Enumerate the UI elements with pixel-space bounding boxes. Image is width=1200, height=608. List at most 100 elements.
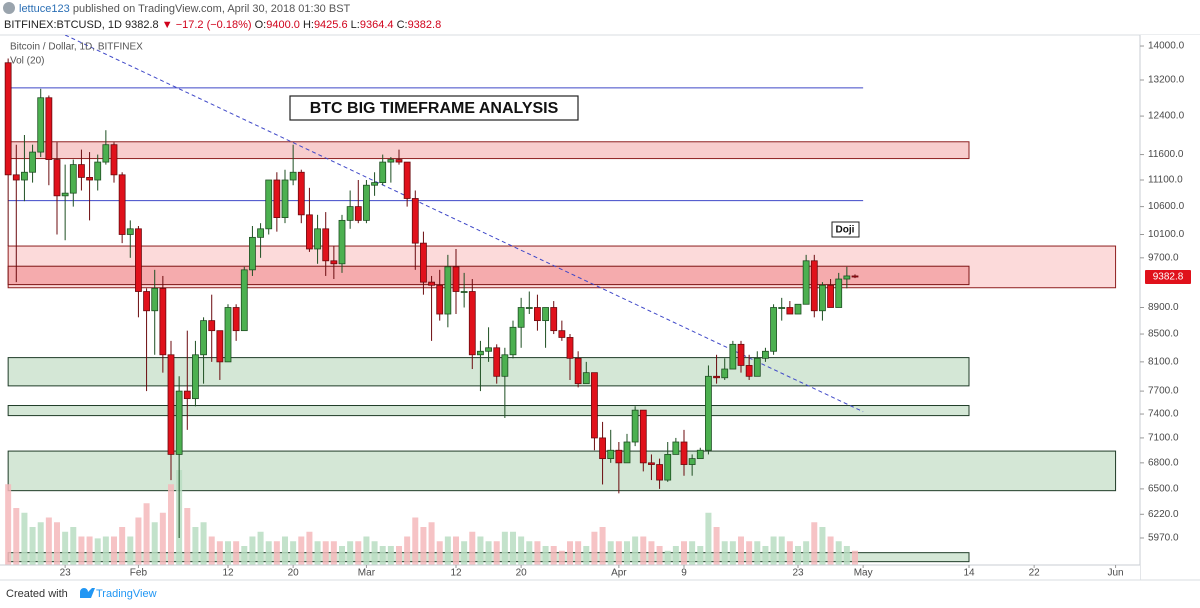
volume-bar: [208, 536, 215, 565]
price: 9382.8: [125, 19, 159, 31]
volume-bar: [159, 512, 166, 565]
candle-body: [118, 174, 126, 235]
volume-bar: [404, 536, 411, 565]
zone: [7, 141, 970, 160]
volume-bar: [135, 517, 142, 565]
candle-body: [835, 278, 843, 308]
volume-bar: [282, 536, 288, 565]
y-tick-label: 6800.0: [1148, 457, 1179, 468]
candle-body: [705, 375, 712, 451]
symbol-line: BITFINEX:BTCUSD, 1D 9382.8 ▼ −17.2 (−0.1…: [4, 19, 441, 31]
volume-bar: [273, 541, 280, 565]
brand[interactable]: TradingView: [96, 588, 157, 600]
volume-bar: [45, 517, 52, 565]
candle-body: [403, 161, 411, 199]
author[interactable]: lettuce123: [19, 3, 70, 15]
candle-body: [29, 151, 36, 173]
candle-body: [151, 287, 159, 312]
x-tick-label: Mar: [358, 568, 376, 579]
footer-text: Created with: [6, 588, 68, 600]
candle-body: [411, 198, 419, 244]
volume-bar: [746, 541, 753, 565]
volume-bar: [192, 527, 199, 565]
last-price-tag: [1145, 270, 1191, 285]
candle-body: [167, 354, 175, 455]
candle-body: [281, 179, 289, 219]
volume-bar: [672, 546, 679, 565]
candle-body: [525, 307, 533, 309]
volume-bar: [225, 541, 231, 565]
price-axis: [1140, 35, 1200, 580]
candle-body: [183, 390, 191, 400]
volume-bar: [469, 531, 476, 565]
candle-body: [363, 184, 370, 221]
candle-body: [330, 260, 338, 265]
volume-bar: [778, 536, 785, 565]
candle-body: [534, 307, 541, 322]
volume-bar: [143, 503, 150, 565]
volume-bar: [485, 541, 492, 565]
y-tick-label: 11600.0: [1148, 149, 1184, 160]
volume-bar: [444, 536, 451, 565]
volume-bar: [412, 517, 419, 565]
y-tick-label: 7400.0: [1148, 409, 1179, 420]
volume-bar: [200, 522, 207, 565]
volume-bar: [795, 546, 801, 565]
volume-bar: [819, 527, 826, 565]
volume-bar: [770, 536, 777, 565]
candle-body: [778, 307, 786, 309]
candle-body: [200, 320, 207, 356]
x-tick-label: 22: [1029, 568, 1041, 579]
candle-body: [444, 266, 452, 315]
candle-body: [224, 307, 232, 363]
candle-body: [770, 307, 777, 352]
volume-bar: [428, 522, 435, 565]
candle-body: [192, 354, 199, 400]
volume-bar: [314, 541, 321, 565]
volume-bar: [583, 546, 590, 565]
candle-body: [395, 159, 403, 163]
candle-body: [306, 214, 313, 250]
candle-body: [208, 320, 216, 332]
candle-body: [762, 350, 769, 359]
candle-body: [672, 441, 680, 455]
y-tick-label: 6500.0: [1148, 484, 1179, 495]
y-tick-label: 10100.0: [1148, 229, 1185, 240]
candle-body: [664, 454, 672, 481]
volume-bar: [738, 536, 744, 565]
volume-bar: [510, 531, 516, 565]
candle-body: [656, 464, 663, 481]
volume-bar: [363, 536, 370, 565]
candle-body: [232, 307, 240, 332]
volume-bar: [339, 546, 345, 565]
axes: 5970.0 6220.0 6500.0 6800.0 7100.0 7400.0 7700…: [60, 41, 1191, 579]
zone: [7, 265, 970, 286]
candle-body: [102, 144, 110, 163]
y-tick-label: 9700.0: [1148, 252, 1179, 263]
x-tick-label: 20: [516, 568, 528, 579]
candle-body: [794, 303, 802, 315]
volume-bar: [298, 536, 305, 565]
volume-bar: [575, 541, 582, 565]
h-value: 9425.6: [314, 19, 348, 31]
l-value: 9364.4: [360, 19, 394, 31]
candle-body: [61, 192, 69, 197]
x-tick-label: Jun: [1108, 568, 1124, 579]
y-tick-label: 14000.0: [1148, 41, 1185, 52]
candle-body: [843, 275, 851, 280]
candle-body: [810, 260, 818, 312]
volume-bar: [322, 541, 329, 565]
y-tick-label: 8500.0: [1148, 329, 1179, 340]
candle-body: [517, 307, 525, 328]
candle-body: [468, 291, 476, 356]
x-tick-label: Feb: [130, 568, 148, 579]
candle-body: [86, 177, 93, 181]
logo: [70, 588, 95, 598]
volume-bar: [534, 541, 541, 565]
volume-bar: [453, 536, 459, 565]
candle-body: [631, 409, 639, 443]
candle-body: [582, 372, 590, 385]
chart-title: Bitcoin / Dollar, 1D, BITFINEX: [10, 42, 143, 53]
